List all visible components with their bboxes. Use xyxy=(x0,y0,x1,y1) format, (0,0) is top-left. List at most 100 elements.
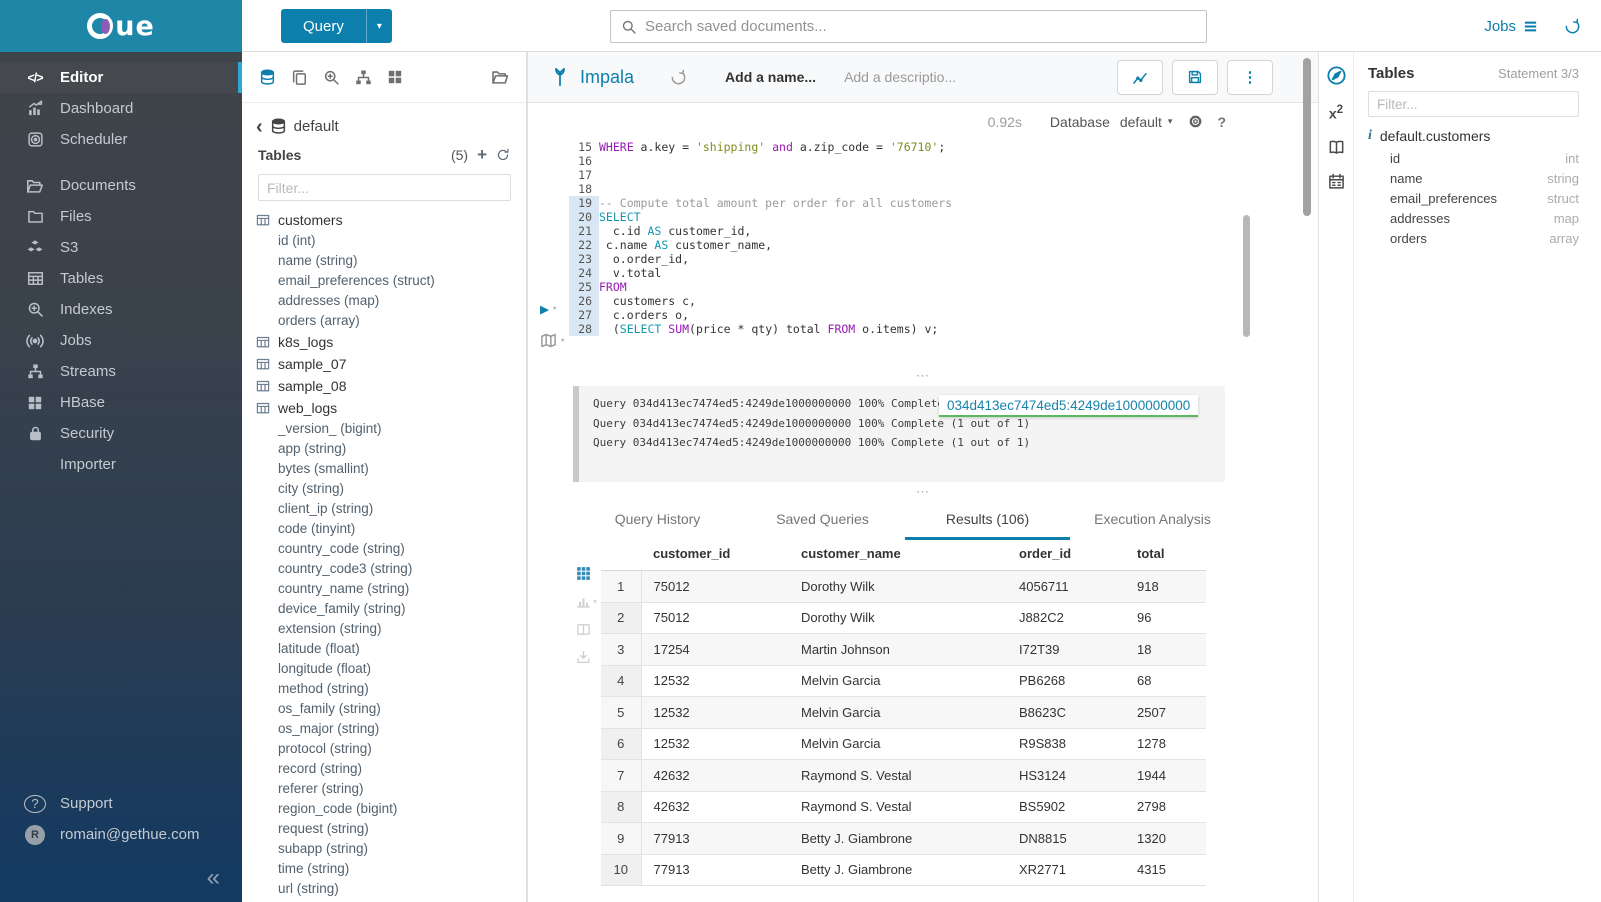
assist-column[interactable]: app (string) xyxy=(278,441,347,456)
table-row[interactable]: 10 77913 Betty J. Giambrone XR2771 4315 xyxy=(601,854,1206,886)
table-row[interactable]: 4 12532 Melvin Garcia PB6268 68 xyxy=(601,665,1206,697)
assist-column[interactable]: _version_ (bigint) xyxy=(278,421,382,436)
add-table-button[interactable]: + xyxy=(477,145,487,164)
sql-code-editor[interactable]: 15 16 17 18 19 20 21 22 23 24 25 26 27 28 WHERE a.key… xyxy=(528,140,1318,374)
assist-table-sample_07[interactable]: sample_07 xyxy=(242,353,526,375)
code-line[interactable]: (SELECT SUM(price * qty) total FROM o.it… xyxy=(599,322,939,336)
database-selector[interactable]: default xyxy=(1119,113,1162,130)
assist-column[interactable]: os_major (string) xyxy=(278,721,380,736)
sidebar-item-indexes[interactable]: Indexes xyxy=(0,294,242,325)
assist-column[interactable]: referer (string) xyxy=(278,781,364,796)
assist-column[interactable]: country_code3 (string) xyxy=(278,561,413,576)
functions-icon[interactable]: x2 xyxy=(1328,103,1344,122)
assist-column[interactable]: client_ip (string) xyxy=(278,501,374,516)
jobs-link[interactable]: Jobs xyxy=(1484,18,1538,35)
sidebar-item-tables[interactable]: Tables xyxy=(0,263,242,294)
assist-table-web_logs[interactable]: web_logs xyxy=(242,397,526,419)
language-reference-book-icon[interactable] xyxy=(1328,139,1345,156)
new-query-button[interactable]: Query ▾ xyxy=(281,9,392,43)
assist-column[interactable]: record (string) xyxy=(278,761,363,776)
chart-button[interactable] xyxy=(1117,59,1163,95)
editor-scrollbar[interactable] xyxy=(1243,215,1250,337)
sidebar-item-dashboard[interactable]: Dashboard xyxy=(0,93,242,124)
execute-query-button[interactable]: ▶ ▾ xyxy=(540,300,558,318)
assist-column[interactable]: orders (array) xyxy=(278,313,360,328)
results-column-header[interactable]: order_id xyxy=(1007,540,1125,571)
settings-gear-icon[interactable] xyxy=(1188,114,1203,129)
collapse-sidebar-button[interactable]: « xyxy=(206,864,220,891)
assist-column[interactable]: email_preferences (struct) xyxy=(278,273,435,288)
grid-view-icon[interactable] xyxy=(576,566,597,581)
sidebar-item-s3[interactable]: S3 xyxy=(0,232,242,263)
assist-filter-input[interactable] xyxy=(258,174,511,201)
right-panel-filter-input[interactable] xyxy=(1368,91,1579,117)
code-line[interactable]: o.order_id, xyxy=(599,252,690,266)
assist-column[interactable]: country_code (string) xyxy=(278,541,405,556)
log-resize-handle[interactable]: ⋯ xyxy=(916,368,930,383)
table-row[interactable]: 7 42632 Raymond S. Vestal HS3124 1944 xyxy=(601,759,1206,792)
assist-column[interactable]: latitude (float) xyxy=(278,641,360,656)
assist-column[interactable]: method (string) xyxy=(278,681,369,696)
sidebar-item-files[interactable]: Files xyxy=(0,201,242,232)
help-icon[interactable]: ? xyxy=(1217,113,1226,130)
refresh-tables-icon[interactable] xyxy=(496,148,510,162)
sidebar-item-editor[interactable]: </> Editor xyxy=(0,62,242,93)
code-line[interactable]: v.total xyxy=(599,266,662,280)
table-row[interactable]: 3 17254 Martin Johnson I72T39 18 xyxy=(601,633,1206,666)
tab-execution-analysis[interactable]: Execution Analysis xyxy=(1094,511,1211,527)
query-dropdown-caret-icon[interactable]: ▾ xyxy=(365,9,392,43)
code-line[interactable] xyxy=(599,182,1258,196)
assist-column[interactable]: id (int) xyxy=(278,233,316,248)
save-button[interactable] xyxy=(1172,59,1218,95)
assist-table-customers[interactable]: customers xyxy=(242,209,526,231)
sidebar-item-documents[interactable]: Documents xyxy=(0,170,242,201)
assist-column[interactable]: addresses (map) xyxy=(278,293,380,308)
query-description-field[interactable]: Add a descriptio... xyxy=(844,69,957,85)
results-resize-handle[interactable]: ⋯ xyxy=(916,484,930,499)
assist-column[interactable]: extension (string) xyxy=(278,621,382,636)
assist-column[interactable]: code (tinyint) xyxy=(278,521,356,536)
snippet-history-icon[interactable] xyxy=(670,69,687,86)
code-line[interactable]: -- Compute total amount per order for al… xyxy=(599,196,953,210)
assist-column[interactable]: request (string) xyxy=(278,821,369,836)
table-row[interactable]: 2 75012 Dorothy Wilk J882C2 96 xyxy=(601,602,1206,634)
assist-column[interactable]: device_family (string) xyxy=(278,601,406,616)
code-line[interactable]: c.name AS customer_name, xyxy=(599,238,773,252)
new-query-label[interactable]: Query xyxy=(303,17,344,35)
assist-column[interactable]: region_code (bigint) xyxy=(278,801,398,816)
code-line[interactable] xyxy=(599,168,1258,182)
right-panel-column[interactable]: email_preferences struct xyxy=(1368,188,1579,208)
tab-query-history[interactable]: Query History xyxy=(614,511,701,527)
query-name-field[interactable]: Add a name... xyxy=(725,69,817,85)
hue-logo[interactable]: ue xyxy=(87,11,155,42)
schedule-calendar-icon[interactable] xyxy=(1328,173,1345,190)
execute-options-caret-icon[interactable]: ▾ xyxy=(552,304,558,314)
sidebar-item-streams[interactable]: Streams xyxy=(0,356,242,387)
code-line[interactable]: c.id AS customer_id, xyxy=(599,224,752,238)
workflow-source-icon[interactable] xyxy=(355,69,372,86)
query-history-icon[interactable] xyxy=(1564,18,1581,35)
table-row[interactable]: 1 75012 Dorothy Wilk 4056711 918 xyxy=(601,570,1206,603)
columns-view-icon[interactable] xyxy=(576,622,597,637)
back-chevron-icon[interactable]: ‹ xyxy=(256,115,263,138)
results-column-header[interactable]: customer_id xyxy=(641,540,789,571)
code-line[interactable]: c.orders o, xyxy=(599,308,690,322)
global-search[interactable] xyxy=(610,10,1207,43)
right-panel-column[interactable]: orders array xyxy=(1368,228,1579,248)
assist-column[interactable]: bytes (smallint) xyxy=(278,461,369,476)
code-line[interactable]: SELECT xyxy=(599,210,641,224)
more-actions-button[interactable]: ⋮ xyxy=(1227,59,1273,95)
assistant-compass-icon[interactable] xyxy=(1326,65,1347,86)
download-results-icon[interactable] xyxy=(576,650,597,665)
right-panel-column[interactable]: name string xyxy=(1368,168,1579,188)
table-row[interactable]: 6 12532 Melvin Garcia R9S838 1278 xyxy=(601,728,1206,760)
table-row[interactable]: 8 42632 Raymond S. Vestal BS5902 2798 xyxy=(601,791,1206,823)
assist-column[interactable]: name (string) xyxy=(278,253,358,268)
results-column-header[interactable]: total xyxy=(1125,540,1206,571)
code-line[interactable] xyxy=(599,154,1258,168)
table-row[interactable]: 9 77913 Betty J. Giambrone DN8815 1320 xyxy=(601,822,1206,855)
assist-column[interactable]: protocol (string) xyxy=(278,741,372,756)
sidebar-item-importer[interactable]: Importer xyxy=(0,449,242,480)
right-panel-column[interactable]: id int xyxy=(1368,148,1579,168)
search-zoom-icon[interactable] xyxy=(323,69,340,86)
